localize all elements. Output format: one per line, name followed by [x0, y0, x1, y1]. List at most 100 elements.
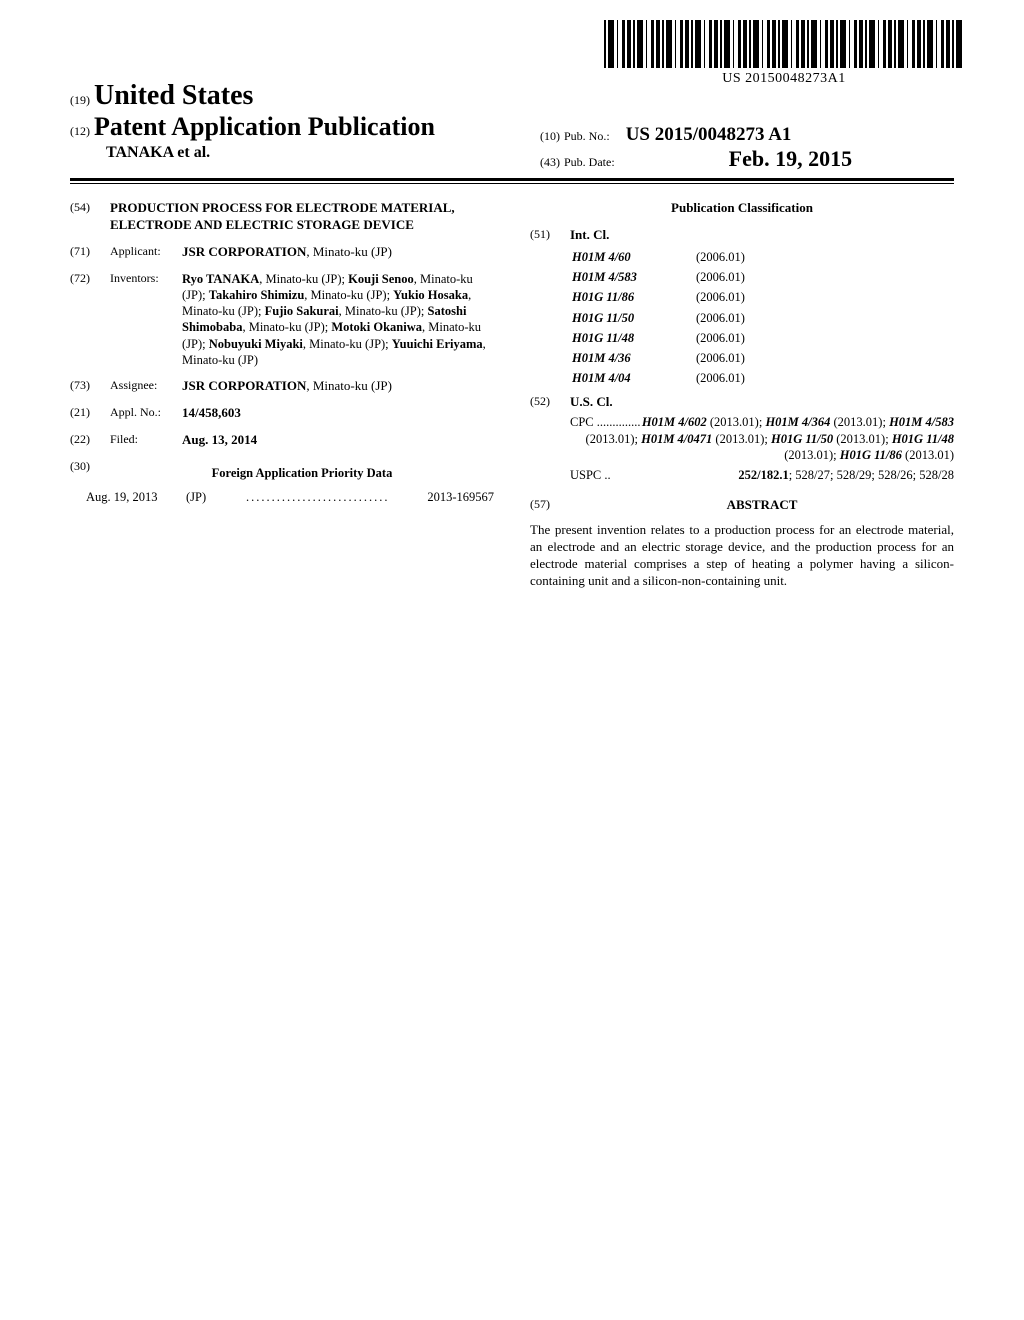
intcl-table: H01M 4/60(2006.01) H01M 4/583(2006.01) H…: [530, 246, 954, 390]
inventor-name: Fujio Sakurai: [265, 304, 339, 318]
header-left: (19) United States (12) Patent Applicati…: [70, 80, 435, 162]
intcl-item: H01G 11/50(2006.01): [532, 309, 952, 327]
assignee-loc: , Minato-ku (JP): [306, 378, 392, 393]
priority-heading: Foreign Application Priority Data: [110, 465, 494, 481]
intcl-classcode: H01M 4/36: [532, 349, 693, 367]
uspc-lead: USPC ..: [570, 467, 611, 483]
intcl-label: Int. Cl.: [570, 227, 954, 244]
uspc-block: USPC .. 252/182.1; 528/27; 528/29; 528/2…: [530, 467, 954, 483]
filed-code: (22): [70, 432, 110, 449]
abstract-heading: ABSTRACT: [570, 497, 954, 514]
inventor-name: Takahiro Shimizu: [209, 288, 305, 302]
cpc-code: H01G 11/86: [840, 448, 902, 462]
title-code: (54): [70, 200, 110, 234]
intcl-classcode: H01G 11/48: [532, 329, 693, 347]
intcl-version: (2006.01): [695, 349, 952, 367]
priority-number: 2013-169567: [394, 489, 494, 505]
intcl-item: H01M 4/583(2006.01): [532, 268, 952, 286]
inventors-row: (72) Inventors: Ryo TANAKA, Minato-ku (J…: [70, 271, 494, 369]
pub-kind: Patent Application Publication: [94, 112, 435, 141]
intcl-version: (2006.01): [695, 369, 952, 387]
cpc-ver: (2013.01);: [833, 432, 892, 446]
authors-etal: TANAKA et al.: [70, 144, 435, 162]
applicant-name: JSR CORPORATION: [182, 244, 306, 259]
cpc-code: H01M 4/364: [765, 415, 830, 429]
pub-date: Feb. 19, 2015: [729, 146, 852, 171]
intcl-row: (51) Int. Cl.: [530, 227, 954, 244]
right-column: Publication Classification (51) Int. Cl.…: [530, 200, 954, 590]
abstract-text: The present invention relates to a produ…: [530, 522, 954, 590]
inventor-name: Yuuichi Eriyama: [392, 337, 483, 351]
cpc-ver: (2013.01);: [784, 448, 840, 462]
classification-heading: Publication Classification: [530, 200, 954, 217]
uspc-primary: 252/182.1: [738, 468, 788, 482]
intcl-version: (2006.01): [695, 309, 952, 327]
intcl-classcode: H01G 11/86: [532, 288, 693, 306]
inventor-loc: , Minato-ku (JP);: [259, 272, 348, 286]
applicant-code: (71): [70, 244, 110, 261]
intcl-classcode: H01M 4/04: [532, 369, 693, 387]
filed-value: Aug. 13, 2014: [182, 432, 494, 449]
pub-date-label: Pub. Date:: [564, 155, 615, 169]
barcode: US 20150048273A1: [604, 20, 964, 87]
inventor-name: Motoki Okaniwa: [331, 320, 422, 334]
intcl-code: (51): [530, 227, 570, 244]
inventor-name: Nobuyuki Miyaki: [209, 337, 303, 351]
assignee-label: Assignee:: [110, 378, 182, 395]
cpc-lead: CPC ..............: [570, 414, 641, 430]
intcl-classcode: H01M 4/60: [532, 248, 693, 266]
cpc-ver: (2013.01);: [586, 432, 642, 446]
pub-no: US 2015/0048273 A1: [626, 124, 792, 145]
invention-title: PRODUCTION PROCESS FOR ELECTRODE MATERIA…: [110, 200, 494, 234]
uspc-tail: ; 528/27; 528/29; 528/26; 528/28: [789, 468, 954, 482]
cpc-ver: (2013.01): [902, 448, 954, 462]
inventors-list: Ryo TANAKA, Minato-ku (JP); Kouji Senoo,…: [182, 271, 494, 369]
assignee-row: (73) Assignee: JSR CORPORATION, Minato-k…: [70, 378, 494, 395]
assignee-name: JSR CORPORATION: [182, 378, 306, 393]
filed-label: Filed:: [110, 432, 182, 449]
intcl-version: (2006.01): [695, 248, 952, 266]
cpc-code: H01M 4/602: [642, 415, 707, 429]
inventor-loc: , Minato-ku (JP);: [304, 288, 393, 302]
priority-row: Aug. 19, 2013 (JP) .....................…: [70, 489, 494, 505]
priority-dots: ............................: [246, 489, 394, 505]
intcl-item: H01G 11/48(2006.01): [532, 329, 952, 347]
left-column: (54) PRODUCTION PROCESS FOR ELECTRODE MA…: [70, 200, 494, 590]
title-row: (54) PRODUCTION PROCESS FOR ELECTRODE MA…: [70, 200, 494, 234]
pub-kind-code: (12): [70, 124, 90, 138]
inventor-loc: , Minato-ku (JP);: [339, 304, 428, 318]
cpc-code: H01G 11/48: [892, 432, 954, 446]
inventor-loc: , Minato-ku (JP);: [242, 320, 331, 334]
intcl-item: H01G 11/86(2006.01): [532, 288, 952, 306]
barcode-bars: [604, 20, 964, 68]
inventor-name: Yukio Hosaka: [393, 288, 468, 302]
barcode-number: US 20150048273A1: [604, 71, 964, 87]
uscl-row: (52) U.S. Cl.: [530, 394, 954, 411]
inventor-name: Ryo TANAKA: [182, 272, 259, 286]
cpc-block: CPC .............. H01M 4/602 (2013.01);…: [530, 414, 954, 463]
intcl-item: H01M 4/60(2006.01): [532, 248, 952, 266]
pub-date-code: (43): [540, 155, 560, 169]
priority-date: Aug. 19, 2013: [86, 489, 186, 505]
intcl-classcode: H01M 4/583: [532, 268, 693, 286]
intcl-version: (2006.01): [695, 268, 952, 286]
assignee-code: (73): [70, 378, 110, 395]
applno-code: (21): [70, 405, 110, 422]
filed-row: (22) Filed: Aug. 13, 2014: [70, 432, 494, 449]
cpc-ver: (2013.01);: [830, 415, 889, 429]
pub-no-label: Pub. No.:: [564, 129, 610, 143]
header-right: (10) Pub. No.: US 2015/0048273 A1 (43) P…: [540, 124, 852, 172]
cpc-code: H01M 4/0471: [641, 432, 712, 446]
inventor-loc: , Minato-ku (JP);: [303, 337, 392, 351]
intcl-version: (2006.01): [695, 288, 952, 306]
inventors-code: (72): [70, 271, 110, 369]
uscl-code: (52): [530, 394, 570, 411]
cpc-ver: (2013.01);: [712, 432, 771, 446]
intcl-version: (2006.01): [695, 329, 952, 347]
jurisdiction-name: United States: [94, 80, 253, 111]
cpc-code: H01M 4/583: [889, 415, 954, 429]
applno-row: (21) Appl. No.: 14/458,603: [70, 405, 494, 422]
cpc-code: H01G 11/50: [771, 432, 833, 446]
priority-block: (30) Foreign Application Priority Data A…: [70, 459, 494, 506]
priority-country: (JP): [186, 489, 246, 505]
